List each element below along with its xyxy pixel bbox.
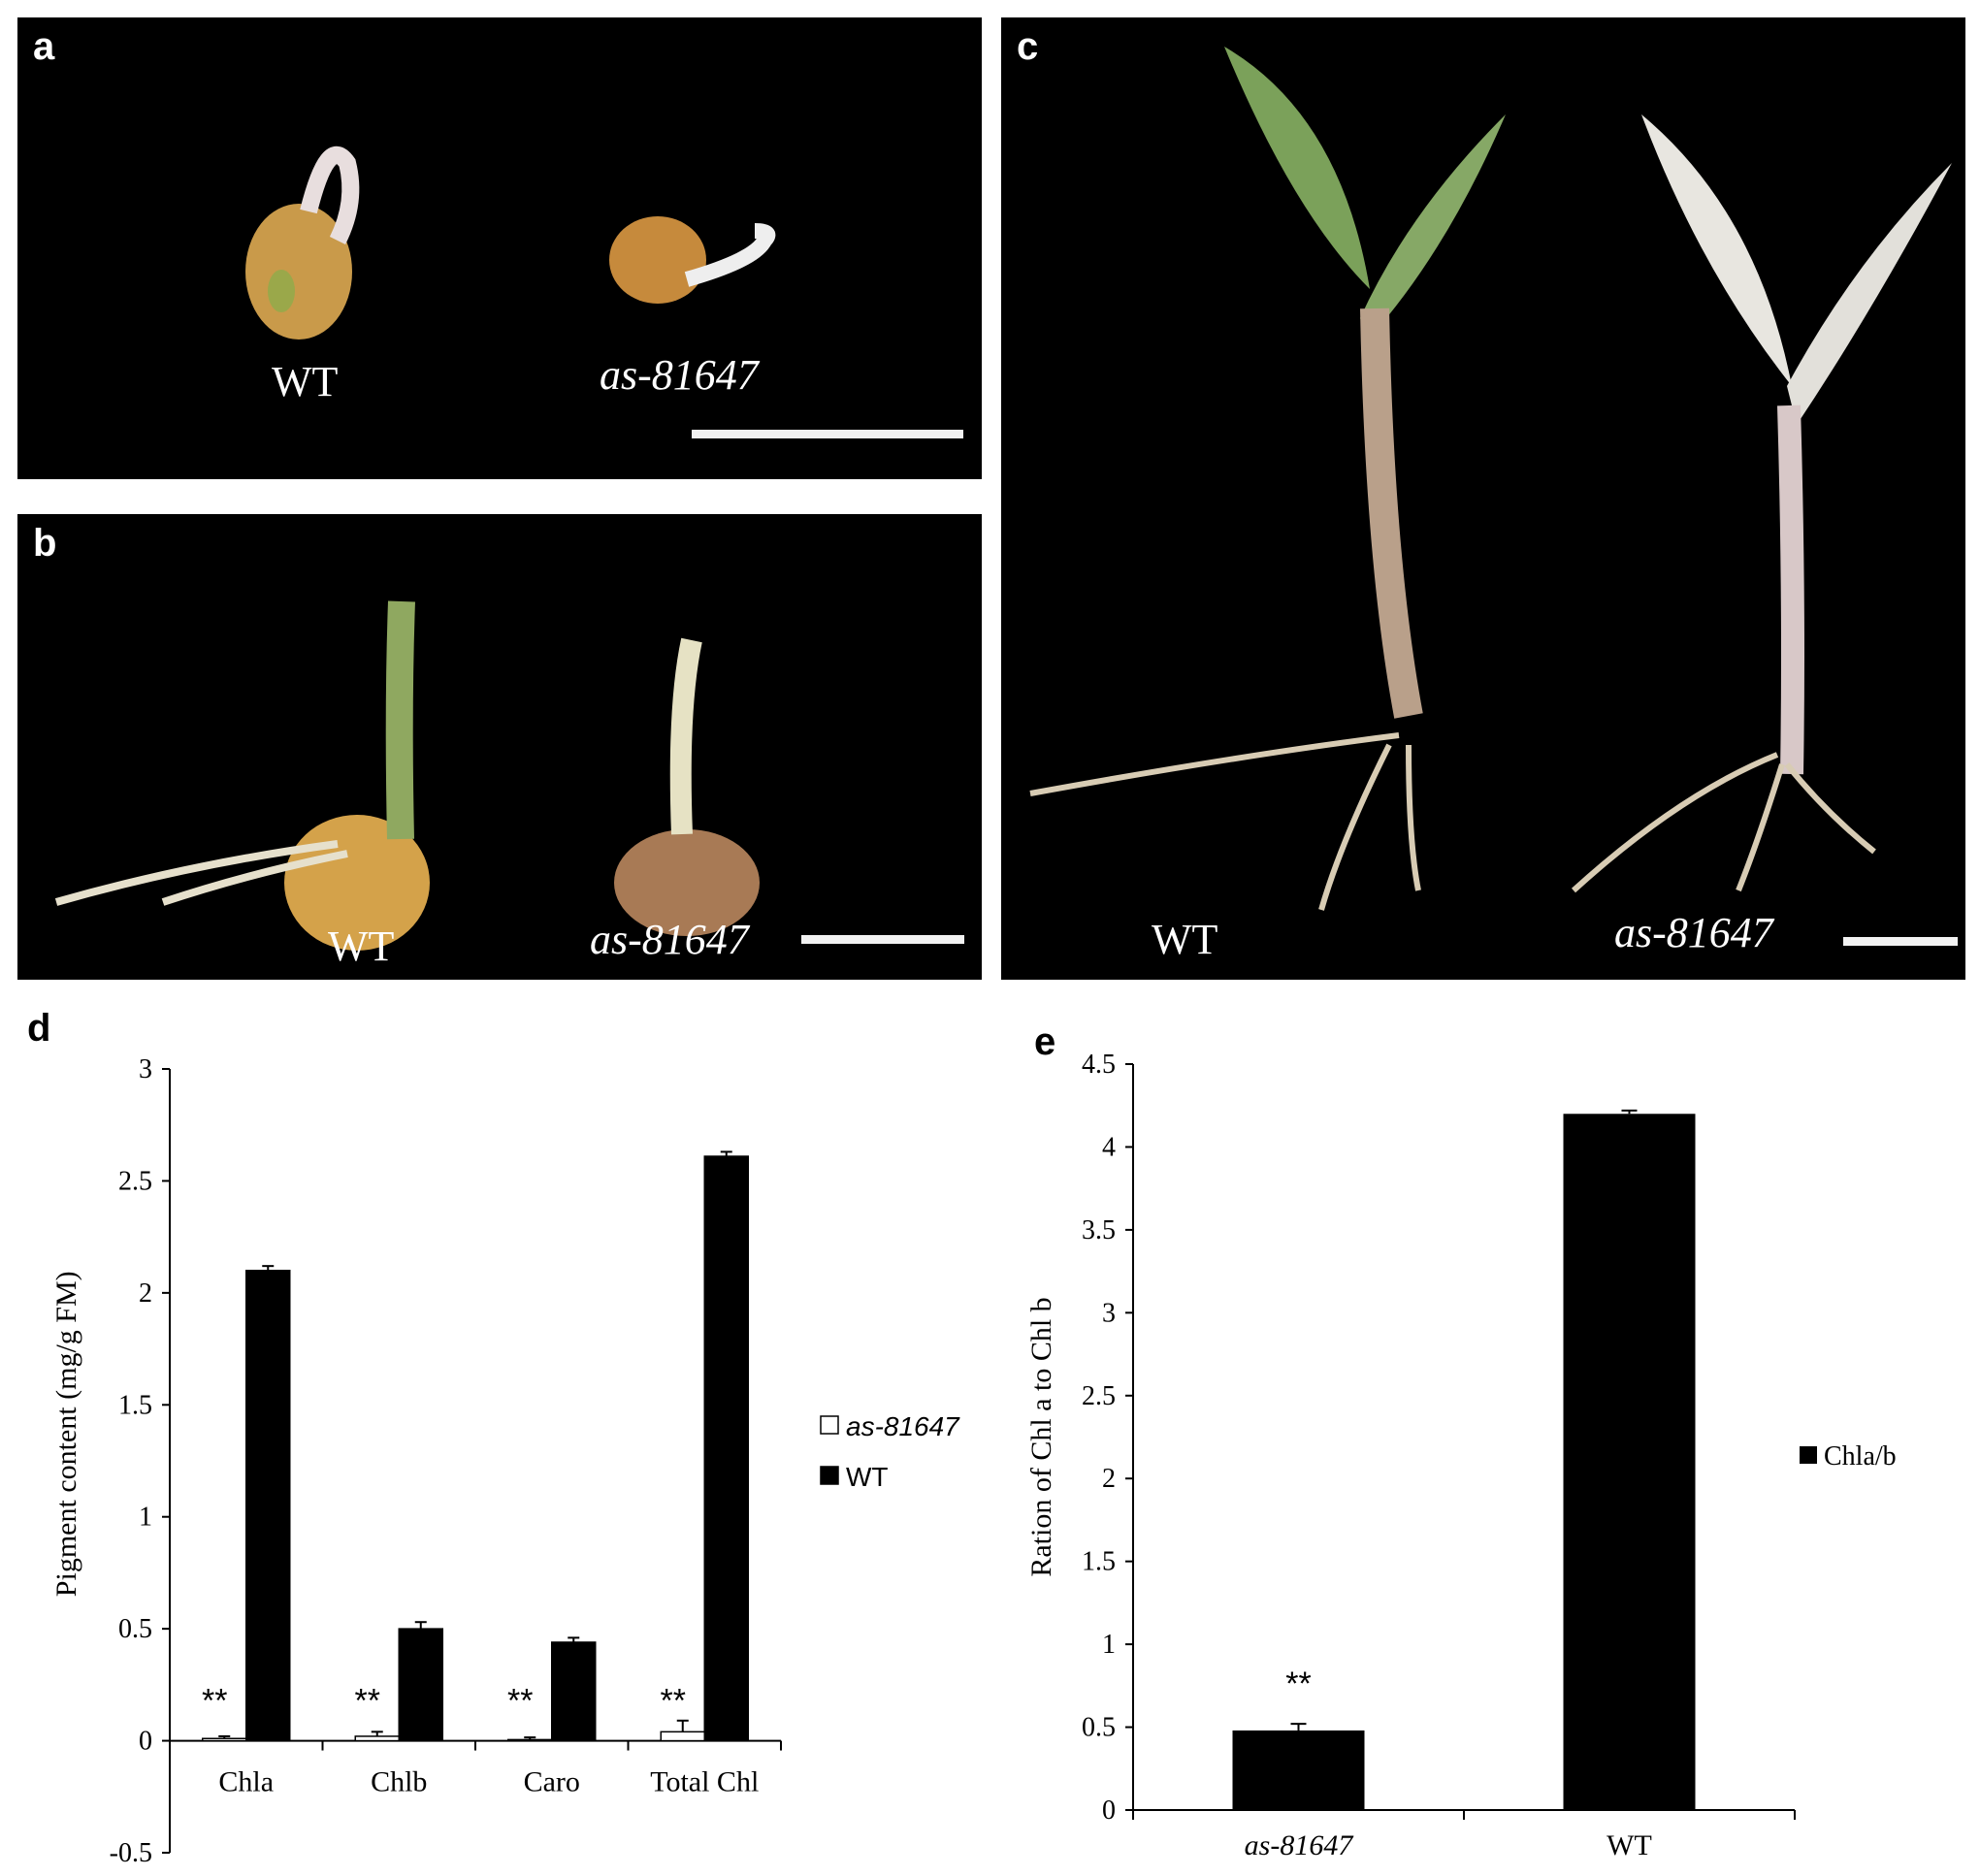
- chart-d-legend-label-1: WT: [846, 1462, 889, 1492]
- panel-c-wt-roots: [1029, 732, 1421, 911]
- panel-a-seedlings: [245, 146, 776, 340]
- chart-e-y-tick-label-5: 2.5: [1082, 1381, 1116, 1411]
- chart-d-y-tick-label-0: -0.5: [110, 1838, 152, 1868]
- chart-d-category-label-3: Total Chl: [650, 1766, 759, 1798]
- chart-d-legend-swatch-1: [820, 1466, 839, 1485]
- chart-d-bar-1-3: [703, 1155, 749, 1742]
- panel-e-letter: e: [1034, 1020, 1056, 1063]
- chart-d-y-axis-label: Pigment content (mg/g FM): [50, 1271, 82, 1597]
- panel-c-label-wt: WT: [1152, 916, 1218, 963]
- chart-e-bar-1: [1563, 1114, 1696, 1810]
- chart-d-annotation-1: **: [355, 1683, 380, 1720]
- panel-c-letter: c: [1017, 25, 1039, 68]
- panel-c-mut-roots: [1571, 752, 1876, 893]
- panel-a-wt-shoot: [300, 146, 360, 245]
- chart-d-category-label-1: Chlb: [371, 1766, 427, 1798]
- chart-d-y-tick-label-6: 2.5: [118, 1166, 152, 1196]
- chart-e-y-tick-label-2: 1: [1102, 1630, 1116, 1660]
- panel-b-label-wt: WT: [328, 922, 395, 970]
- panel-b-mut-shoot: [669, 637, 702, 835]
- panel-c-scale-bar: [1843, 937, 1958, 946]
- chart-d-legend-swatch-0: [820, 1415, 839, 1435]
- chart-d-annotation-0: **: [202, 1683, 227, 1720]
- chart-e-annotation-0: **: [1285, 1666, 1311, 1702]
- panel-c-photo: c WT as-81647: [1001, 17, 1965, 980]
- chart-d-y-tick-label-2: 0.5: [118, 1614, 152, 1644]
- chart-d-category-label-0: Chla: [218, 1766, 274, 1798]
- panel-c-wt-leaf-1: [1224, 47, 1370, 289]
- chart-e-y-tick-label-8: 4: [1102, 1132, 1116, 1162]
- chart-d-bar-1-2: [551, 1641, 597, 1742]
- panel-a-label-wt: WT: [272, 358, 339, 405]
- panel-c-wt-stem: [1360, 307, 1423, 719]
- panel-d-letter: d: [27, 1007, 51, 1050]
- panel-b-letter: b: [33, 522, 57, 565]
- chart-d-annotation-2: **: [507, 1683, 533, 1720]
- panel-b-seedlings: [54, 600, 760, 951]
- panel-b-photo: b WT as-81647: [17, 514, 982, 980]
- chart-d-y-tick-label-5: 2: [139, 1278, 152, 1309]
- panel-a-scale-bar: [692, 430, 963, 438]
- chart-e-y-tick-label-0: 0: [1102, 1795, 1116, 1826]
- chart-e-y-tick-label-1: 0.5: [1082, 1713, 1116, 1743]
- panel-a-wt-embryo: [268, 270, 295, 312]
- chart-d-y-tick-label-7: 3: [139, 1054, 152, 1084]
- chart-d-annotation-3: **: [661, 1683, 686, 1720]
- chart-d-y-tick-label-4: 1.5: [118, 1390, 152, 1420]
- chart-d-bar-1-0: [245, 1270, 291, 1742]
- chart-e-y-tick-label-4: 2: [1102, 1464, 1116, 1494]
- chart-e-category-label-1: WT: [1607, 1829, 1652, 1861]
- chart-e-y-tick-label-7: 3.5: [1082, 1215, 1116, 1245]
- panel-a-mut-shoot: [684, 223, 776, 287]
- chart-d-y-tick-label-1: 0: [139, 1727, 152, 1757]
- panel-a-photo: a WT as-81647: [17, 17, 982, 479]
- chart-d-category-label-2: Caro: [524, 1766, 580, 1798]
- chart-d-bar-1-1: [398, 1628, 443, 1742]
- panel-a-letter: a: [33, 25, 55, 68]
- panel-a-mut-seed: [609, 216, 706, 304]
- panel-b-scale-bar: [801, 935, 964, 944]
- panel-b-wt-roots: [54, 840, 348, 906]
- chart-e-y-axis-label: Ration of Chl a to Chl b: [1025, 1297, 1057, 1576]
- panel-c-mut-stem: [1777, 404, 1804, 775]
- chart-e-y-tick-label-9: 4.5: [1082, 1050, 1116, 1080]
- chart-e-category-label-0: as-81647: [1245, 1829, 1355, 1861]
- panel-a-label-mutant: as-81647: [600, 351, 759, 399]
- chart-e-legend-label-0: Chla/b: [1824, 1441, 1897, 1472]
- chart-e-bar-0: [1232, 1730, 1365, 1810]
- panel-c-wt-leaf-2: [1360, 114, 1506, 338]
- panel-b-wt-shoot: [385, 600, 415, 840]
- panel-b-label-mutant: as-81647: [590, 916, 749, 963]
- chart-d-y-tick-label-3: 1: [139, 1503, 152, 1533]
- chart-e-y-tick-label-6: 3: [1102, 1298, 1116, 1328]
- chart-d-legend-label-0: as-81647: [846, 1411, 960, 1441]
- panel-c-mut-leaf-1: [1641, 114, 1792, 386]
- panel-c-seedlings: [1029, 47, 1952, 911]
- chart-e-y-tick-label-3: 1.5: [1082, 1547, 1116, 1577]
- panel-c-mut-leaf-2: [1787, 163, 1952, 425]
- panel-c-label-mutant: as-81647: [1614, 909, 1773, 956]
- chart-e-legend-swatch-0: [1800, 1446, 1817, 1464]
- panel-b-mut-seed: [614, 829, 760, 936]
